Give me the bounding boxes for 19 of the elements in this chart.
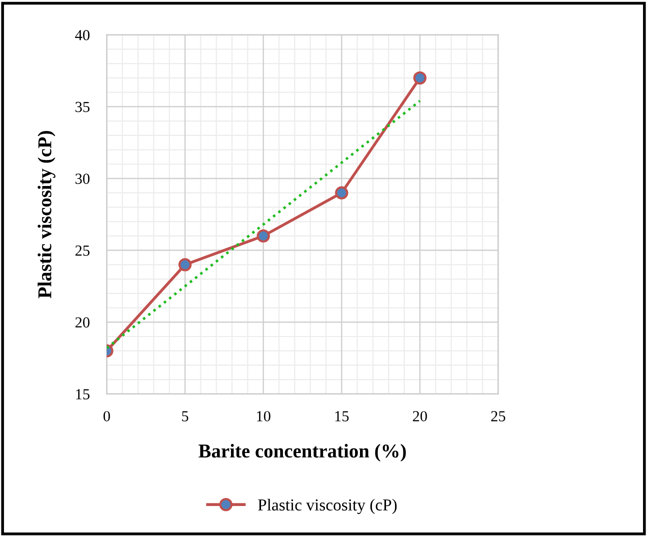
y-tick-label: 20 <box>75 317 90 328</box>
x-tick-label: 25 <box>491 411 506 422</box>
y-tick-label: 35 <box>76 102 90 112</box>
point <box>413 71 427 85</box>
point <box>256 229 270 243</box>
y-tick-label: 25 <box>75 245 90 256</box>
y-tick-label: 15 <box>76 389 90 400</box>
point <box>335 186 348 200</box>
legend-label: Plastic viscosity (cP) <box>258 498 397 514</box>
x-tick-label: 15 <box>335 411 349 422</box>
y-axis-title: Plastic viscosity (cP) <box>38 131 56 298</box>
point <box>178 258 192 272</box>
x-tick-label: 10 <box>257 411 270 422</box>
x-tick-label: 0 <box>104 411 110 422</box>
x-axis-title: Barite concentration (%) <box>198 444 406 462</box>
x-tick-label: 20 <box>412 411 427 422</box>
x-tick-label: 5 <box>182 411 188 422</box>
y-tick-label: 30 <box>76 174 90 184</box>
y-tick-label: 40 <box>75 30 90 40</box>
